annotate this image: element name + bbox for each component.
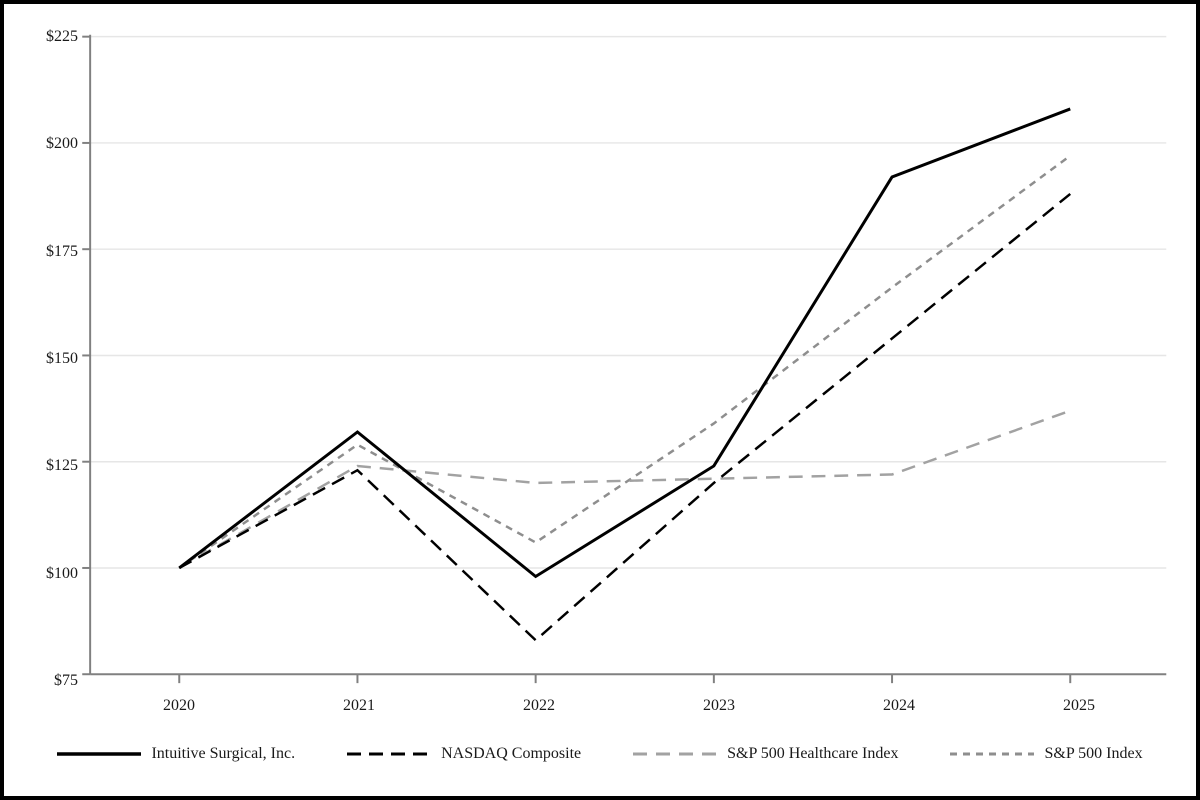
legend-item: NASDAQ Composite (347, 744, 581, 764)
series-line-s-p-500-healthcare-index (178, 409, 1071, 570)
y-axis-tick-label: $125 (46, 457, 78, 475)
y-axis-tick-label: $200 (46, 135, 78, 153)
y-axis-tick-label: $150 (46, 350, 78, 367)
y-axis-tick-label: $175 (46, 242, 78, 260)
series-line-s-p-500-index (178, 154, 1071, 569)
x-axis-tick-label: 2020 (163, 697, 195, 714)
legend-label: Intuitive Surgical, Inc. (151, 745, 296, 762)
legend-label: NASDAQ Composite (441, 745, 582, 762)
legend-line-swatch (347, 752, 432, 756)
x-axis-tick-label: 2025 (1063, 697, 1095, 714)
x-axis-tick-label: 2022 (523, 697, 555, 714)
x-axis-tick-label: 2023 (703, 697, 735, 714)
x-axis-tick-label: 2024 (883, 697, 915, 714)
y-axis-tick-label: $100 (46, 564, 78, 582)
series-line-intuitive-surgical-inc (178, 107, 1071, 579)
y-axis-tick-label: $75 (54, 672, 78, 689)
chart-legend: Intuitive Surgical, Inc. NASDAQ Composite… (4, 744, 1196, 764)
legend-item: S&P 500 Healthcare Index (633, 744, 898, 764)
legend-label: S&P 500 Index (1044, 745, 1143, 762)
chart-plot-area (82, 34, 1167, 684)
legend-label: S&P 500 Healthcare Index (727, 745, 899, 762)
legend-item: Intuitive Surgical, Inc. (57, 744, 295, 764)
x-axis-tick-label: 2021 (343, 697, 375, 714)
legend-item: S&P 500 Index (950, 744, 1143, 764)
y-axis-tick-label: $225 (46, 28, 78, 45)
legend-line-swatch (950, 752, 1035, 756)
series-line-nasdaq-composite (178, 192, 1072, 642)
legend-line-swatch (57, 752, 142, 756)
legend-line-swatch (633, 752, 718, 756)
